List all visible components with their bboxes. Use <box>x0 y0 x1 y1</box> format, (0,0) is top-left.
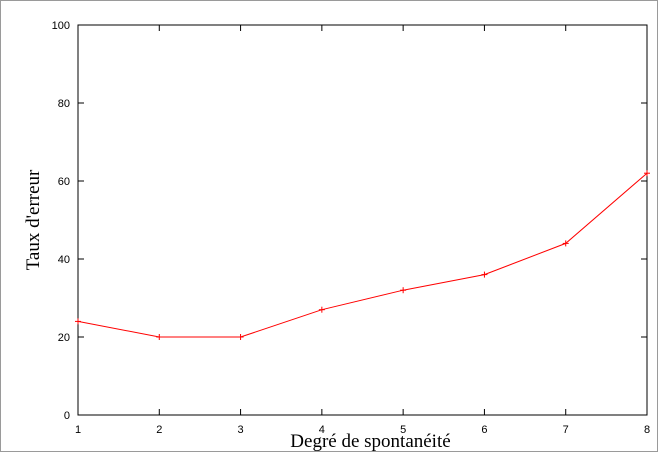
y-tick-label: 20 <box>58 332 70 344</box>
y-tick-label: 100 <box>52 20 70 32</box>
data-point <box>481 271 488 278</box>
x-tick-label: 3 <box>238 424 244 436</box>
y-tick-label: 60 <box>58 176 70 188</box>
data-point <box>644 170 650 177</box>
x-tick-label: 1 <box>75 424 81 436</box>
x-tick-label: 7 <box>563 424 569 436</box>
y-tick-label: 80 <box>58 98 70 110</box>
x-tick-label: 5 <box>400 424 406 436</box>
axis-ticks <box>77 24 648 416</box>
plot-border <box>77 24 648 416</box>
data-point <box>75 318 81 325</box>
tick-labels: 0 20 40 60 80 100 1 2 3 4 5 6 7 8 <box>52 20 650 436</box>
y-tick-label: 40 <box>58 254 70 266</box>
x-tick-label: 2 <box>156 424 162 436</box>
x-tick-label: 8 <box>644 424 650 436</box>
y-axis-title: Taux d'erreur <box>23 169 44 270</box>
data-point <box>400 287 407 294</box>
series-line <box>77 172 648 338</box>
x-axis-title: Degré de spontanéité <box>290 431 450 452</box>
data-series <box>75 170 650 340</box>
data-point <box>318 306 325 313</box>
x-tick-label: 4 <box>319 424 325 436</box>
y-tick-label: 0 <box>64 410 70 422</box>
data-point <box>237 334 244 340</box>
plot-area <box>77 24 648 416</box>
x-tick-label: 6 <box>481 424 487 436</box>
data-point <box>562 240 569 247</box>
data-point <box>156 334 163 340</box>
